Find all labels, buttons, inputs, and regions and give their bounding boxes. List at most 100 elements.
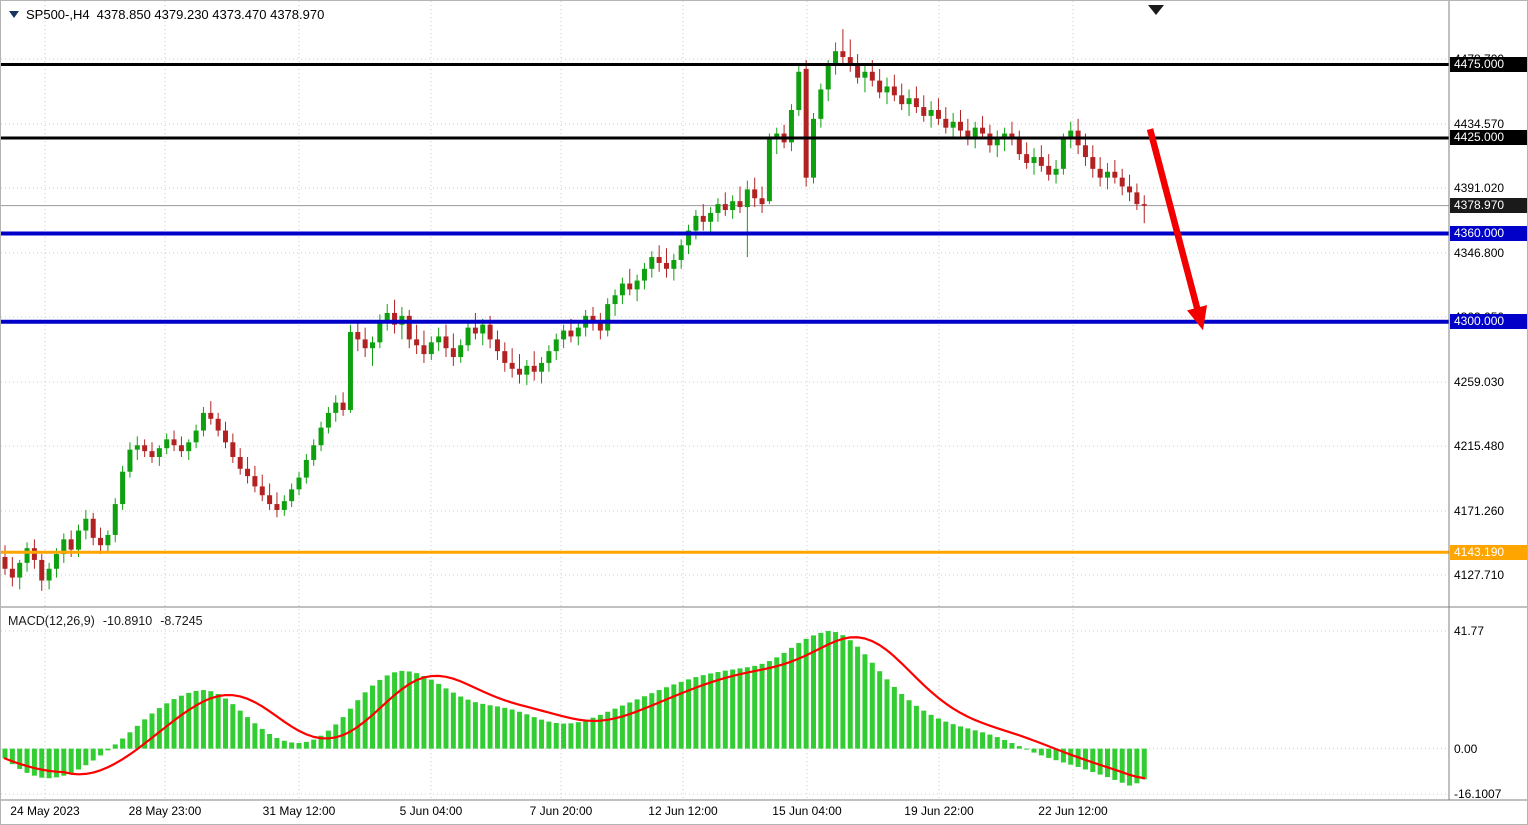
macd-histogram-bar: [384, 675, 390, 749]
candle-body: [612, 295, 618, 305]
macd-histogram-bar: [950, 724, 956, 749]
macd-histogram-bar: [803, 638, 809, 749]
price-grid-label: 4434.570: [1454, 116, 1505, 131]
candle-body: [134, 445, 140, 450]
macd-histogram-bar: [943, 721, 949, 749]
macd-histogram-bar: [1097, 748, 1103, 775]
macd-histogram-bar: [899, 694, 905, 749]
macd-histogram-bar: [200, 690, 206, 749]
candle-body: [76, 530, 81, 550]
macd-histogram-bar: [1060, 748, 1066, 763]
candle-body: [9, 568, 15, 578]
candle-body: [245, 468, 251, 477]
macd-histogram-bar: [612, 708, 618, 749]
candle-body: [98, 537, 104, 546]
candle-body: [752, 189, 758, 199]
macd-histogram-bar: [24, 748, 30, 773]
candle-body: [340, 402, 346, 410]
macd-signal-line: [3, 636, 1146, 780]
price-grid-label: 4259.030: [1454, 374, 1505, 389]
macd-histogram-bar: [1038, 748, 1044, 756]
trend-arrow[interactable]: [1146, 128, 1208, 331]
macd-axis-label: 0.00: [1454, 741, 1478, 756]
macd-histogram-bar: [267, 734, 273, 749]
macd-histogram-bar: [1046, 748, 1052, 758]
time-axis[interactable]: 24 May 2023 28 May 23:00 31 May 12:00 5 Jun…: [1, 801, 1450, 824]
macd-histogram-bar: [46, 748, 52, 779]
candle-body: [524, 365, 530, 375]
candle-body: [722, 204, 728, 210]
macd-histogram-bar: [664, 687, 669, 749]
candle-body: [1097, 168, 1103, 178]
candle-body: [259, 486, 265, 496]
macd-histogram-bar: [781, 652, 787, 749]
candle-body: [619, 283, 625, 296]
macd-histogram-bar: [325, 730, 331, 749]
candle-body: [664, 262, 669, 269]
chart-shift-marker[interactable]: [1148, 5, 1164, 15]
macd-histogram-bar: [494, 706, 500, 749]
candle-body: [693, 215, 699, 231]
candle-body: [825, 65, 831, 90]
candle-body: [737, 201, 743, 208]
candle-body: [171, 439, 177, 446]
candle-body: [296, 477, 302, 490]
candle-body: [178, 445, 184, 452]
macd-histogram-bar: [553, 723, 559, 749]
candle-body: [796, 71, 802, 111]
candle-body: [443, 336, 449, 349]
price-badge-4425: 4425.000: [1450, 130, 1527, 146]
macd-histogram-bar: [597, 714, 603, 749]
time-axis-label: 31 May 12:00: [262, 804, 336, 818]
candle-body: [237, 457, 243, 469]
macd-histogram-bar: [1127, 748, 1133, 786]
candle-body: [200, 412, 206, 431]
candle-body: [965, 130, 971, 137]
candle-body: [1024, 154, 1030, 163]
macd-axis-label: -16.1007: [1454, 787, 1502, 801]
macd-histogram-bar: [134, 725, 140, 749]
macd-histogram-bar: [414, 673, 420, 749]
macd-histogram-bar: [994, 737, 1000, 749]
macd-histogram-bar: [281, 740, 287, 749]
macd-histogram-bar: [193, 690, 199, 749]
candle-body: [149, 451, 155, 458]
candle-body: [634, 280, 640, 290]
candle-body: [671, 259, 677, 269]
price-badge-4143: 4143.190: [1450, 544, 1527, 560]
candle-body: [142, 445, 148, 452]
macd-histogram-bar: [296, 743, 302, 749]
candle-body: [553, 339, 559, 352]
macd-histogram-bar: [730, 669, 736, 749]
macd-histogram-bar: [1090, 748, 1096, 773]
candle-body: [855, 65, 861, 78]
macd-histogram-bar: [634, 699, 640, 749]
macd-histogram-bar: [252, 723, 258, 749]
candle-body: [891, 86, 897, 96]
candle-body: [252, 476, 258, 487]
macd-histogram-bar: [656, 690, 662, 749]
macd-histogram-bar: [546, 721, 552, 749]
macd-histogram-bar: [112, 744, 118, 749]
chart-title: SP500-,H4 4378.850 4379.230 4373.470 437…: [9, 7, 324, 22]
macd-histogram-bar: [61, 748, 67, 776]
macd-histogram-bar: [392, 672, 398, 749]
candle-body: [494, 339, 500, 352]
macd-histogram-bar: [421, 675, 427, 749]
macd-histogram-bar: [487, 705, 493, 749]
price-axis[interactable]: 4478.7004434.5704391.0204346.8004303.250…: [1450, 1, 1527, 801]
candle-body: [472, 327, 478, 334]
candle-body: [289, 489, 295, 502]
candle-body: [31, 548, 37, 560]
candle-body: [568, 330, 574, 337]
price-grid-label: 4127.710: [1454, 568, 1505, 583]
macd-histogram-bar: [700, 675, 706, 749]
candle-body: [818, 89, 824, 119]
macd-histogram-bar: [1024, 748, 1030, 750]
macd-histogram-bar: [31, 748, 37, 776]
macd-histogram-bar: [972, 730, 978, 749]
candle-body: [333, 402, 339, 413]
candle-body: [877, 80, 883, 93]
macd-histogram-bar: [509, 709, 515, 749]
